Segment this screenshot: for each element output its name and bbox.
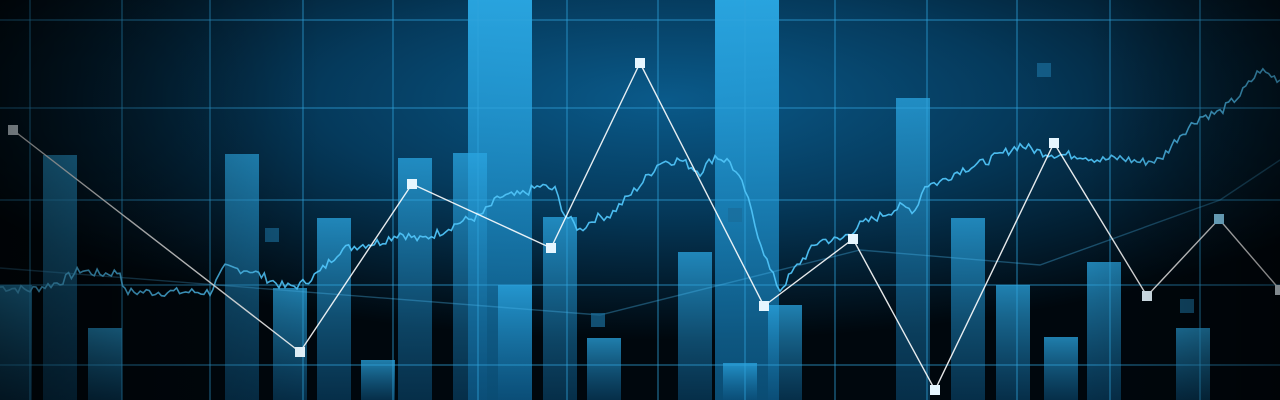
vignette-overlay — [0, 0, 1280, 400]
chart-canvas — [0, 0, 1280, 400]
chart-banner — [0, 0, 1280, 400]
